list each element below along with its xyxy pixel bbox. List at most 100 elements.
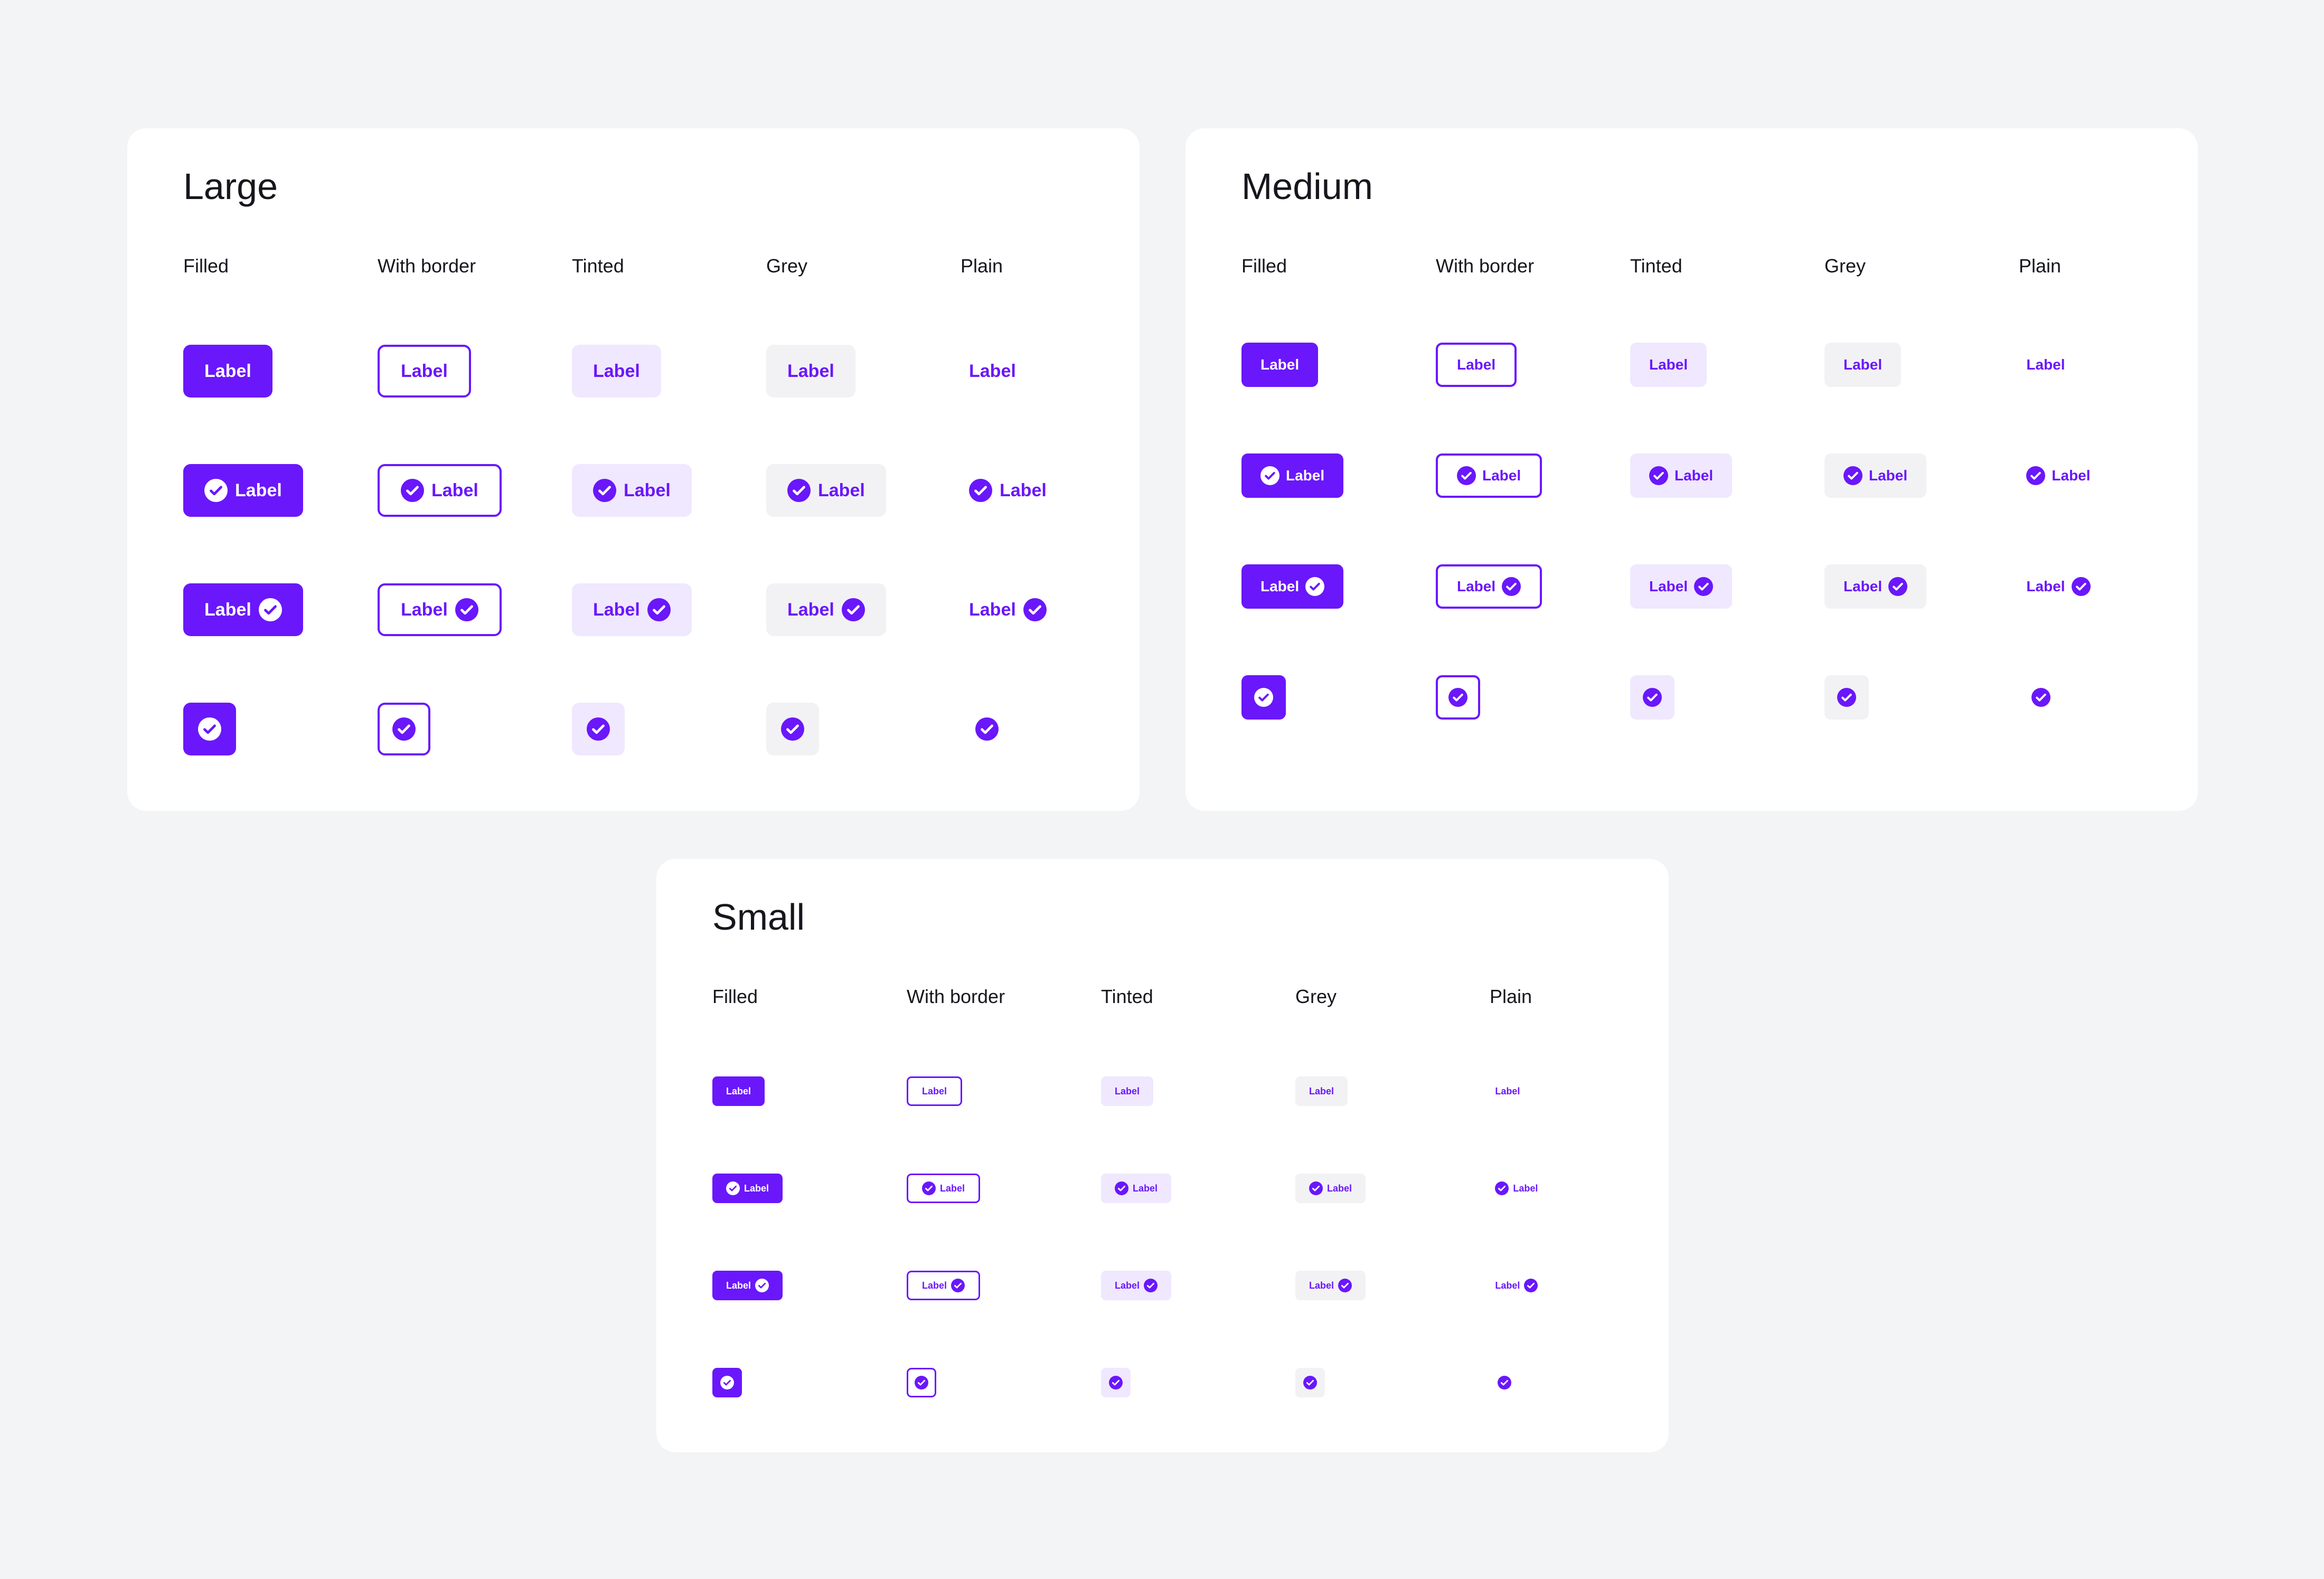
medium-border-icon-trailing-button[interactable]: Label <box>1436 564 1542 609</box>
button-label: Label <box>1309 1085 1334 1096</box>
large-border-icon-only-button[interactable] <box>378 703 430 755</box>
check-circle-icon <box>841 598 865 621</box>
medium-grey-icon-trailing-button[interactable]: Label <box>1824 564 1927 609</box>
small-plain-icon-leading-button[interactable]: Label <box>1490 1174 1544 1203</box>
check-circle-icon <box>951 1279 965 1292</box>
button-label: Label <box>1327 1183 1352 1194</box>
check-circle-icon <box>1457 466 1476 485</box>
medium-tinted-icon-leading-button[interactable]: Label <box>1630 453 1733 498</box>
small-plain-label-only-button[interactable]: Label <box>1490 1076 1526 1106</box>
medium-plain-icon-leading-button[interactable]: Label <box>2019 453 2098 498</box>
column-header-plain: Plain <box>961 255 1003 277</box>
medium-tinted-label-only-button[interactable]: Label <box>1630 343 1707 387</box>
check-circle-icon <box>593 479 616 502</box>
medium-border-label-only-button[interactable]: Label <box>1436 343 1517 387</box>
large-filled-label-only-button[interactable]: Label <box>183 345 272 398</box>
button-label: Label <box>401 361 448 381</box>
small-filled-label-only-button[interactable]: Label <box>712 1076 765 1106</box>
large-plain-icon-only-button[interactable] <box>961 703 1013 755</box>
small-tinted-icon-only-button[interactable] <box>1101 1368 1131 1397</box>
medium-grey-icon-leading-button[interactable]: Label <box>1824 453 1927 498</box>
check-circle-icon <box>1023 598 1047 621</box>
small-border-icon-leading-button[interactable]: Label <box>907 1174 981 1203</box>
large-plain-icon-trailing-button[interactable]: Label <box>961 583 1055 636</box>
panel-title: Medium <box>1241 166 1373 207</box>
small-filled-icon-trailing-button[interactable]: Label <box>712 1271 783 1300</box>
medium-filled-icon-only-button[interactable] <box>1241 675 1286 720</box>
large-grey-icon-leading-button[interactable]: Label <box>766 464 886 517</box>
small-tinted-label-only-button[interactable]: Label <box>1101 1076 1154 1106</box>
large-grey-icon-only-button[interactable] <box>766 703 819 755</box>
large-tinted-icon-leading-button[interactable]: Label <box>572 464 692 517</box>
button-label: Label <box>940 1183 965 1194</box>
small-border-icon-only-button[interactable] <box>907 1368 936 1397</box>
check-circle-icon <box>258 598 282 621</box>
button-label: Label <box>204 361 251 381</box>
large-tinted-label-only-button[interactable]: Label <box>572 345 661 398</box>
medium-border-icon-leading-button[interactable]: Label <box>1436 453 1542 498</box>
medium-tinted-icon-trailing-button[interactable]: Label <box>1630 564 1733 609</box>
button-label: Label <box>1260 356 1300 373</box>
button-label: Label <box>1286 467 1325 484</box>
panel-small: Small Filled With border Tinted Grey Plain La… <box>656 859 1669 1452</box>
medium-tinted-icon-only-button[interactable] <box>1630 675 1674 720</box>
large-filled-icon-trailing-button[interactable]: Label <box>183 583 303 636</box>
button-label: Label <box>1482 467 1521 484</box>
check-circle-icon <box>1260 466 1279 485</box>
large-border-icon-trailing-button[interactable]: Label <box>378 583 502 636</box>
small-filled-icon-leading-button[interactable]: Label <box>712 1174 783 1203</box>
check-circle-icon <box>401 479 424 502</box>
button-label: Label <box>1495 1280 1520 1291</box>
check-circle-icon <box>969 479 992 502</box>
button-label: Label <box>1457 578 1496 594</box>
large-border-icon-leading-button[interactable]: Label <box>378 464 502 517</box>
button-label: Label <box>787 361 834 381</box>
medium-filled-icon-trailing-button[interactable]: Label <box>1241 564 1344 609</box>
small-grey-icon-leading-button[interactable]: Label <box>1295 1174 1366 1203</box>
small-tinted-icon-trailing-button[interactable]: Label <box>1101 1271 1172 1300</box>
check-circle-icon <box>1694 577 1714 596</box>
small-filled-icon-only-button[interactable] <box>712 1368 742 1397</box>
check-circle-icon <box>781 717 804 741</box>
medium-plain-icon-trailing-button[interactable]: Label <box>2019 564 2098 609</box>
button-label: Label <box>1843 578 1883 594</box>
button-label: Label <box>2026 356 2065 373</box>
check-circle-icon <box>587 717 610 741</box>
check-circle-icon <box>755 1279 769 1292</box>
medium-plain-label-only-button[interactable]: Label <box>2019 343 2073 387</box>
check-circle-icon <box>1448 688 1467 707</box>
medium-filled-label-only-button[interactable]: Label <box>1241 343 1319 387</box>
small-grey-label-only-button[interactable]: Label <box>1295 1076 1348 1106</box>
small-border-label-only-button[interactable]: Label <box>907 1076 963 1106</box>
large-filled-icon-leading-button[interactable]: Label <box>183 464 303 517</box>
small-grey-icon-only-button[interactable] <box>1295 1368 1325 1397</box>
medium-plain-icon-only-button[interactable] <box>2019 675 2063 720</box>
large-plain-icon-leading-button[interactable]: Label <box>961 464 1055 517</box>
check-circle-icon <box>1303 1376 1317 1389</box>
small-grey-icon-trailing-button[interactable]: Label <box>1295 1271 1366 1300</box>
medium-filled-icon-leading-button[interactable]: Label <box>1241 453 1344 498</box>
large-grey-label-only-button[interactable]: Label <box>766 345 855 398</box>
large-tinted-icon-only-button[interactable] <box>572 703 625 755</box>
column-header-grey: Grey <box>1295 986 1337 1007</box>
button-label: Label <box>1309 1280 1334 1291</box>
button-label: Label <box>744 1183 769 1194</box>
small-plain-icon-only-button[interactable] <box>1490 1368 1519 1397</box>
button-label: Label <box>1869 467 1908 484</box>
button-label: Label <box>1115 1085 1140 1096</box>
check-circle-icon <box>915 1376 928 1389</box>
small-border-icon-trailing-button[interactable]: Label <box>907 1271 981 1300</box>
small-plain-icon-trailing-button[interactable]: Label <box>1490 1271 1544 1300</box>
panel-medium: Medium Filled With border Tinted Grey Plain L… <box>1185 128 2198 811</box>
check-circle-icon <box>1643 688 1662 707</box>
large-border-label-only-button[interactable]: Label <box>378 345 471 398</box>
medium-grey-icon-only-button[interactable] <box>1824 675 1869 720</box>
large-filled-icon-only-button[interactable] <box>183 703 236 755</box>
medium-grey-label-only-button[interactable]: Label <box>1824 343 1902 387</box>
large-grey-icon-trailing-button[interactable]: Label <box>766 583 886 636</box>
small-tinted-icon-leading-button[interactable]: Label <box>1101 1174 1172 1203</box>
medium-border-icon-only-button[interactable] <box>1436 675 1480 720</box>
large-plain-label-only-button[interactable]: Label <box>961 345 1024 398</box>
large-tinted-icon-trailing-button[interactable]: Label <box>572 583 692 636</box>
button-label: Label <box>593 599 640 620</box>
